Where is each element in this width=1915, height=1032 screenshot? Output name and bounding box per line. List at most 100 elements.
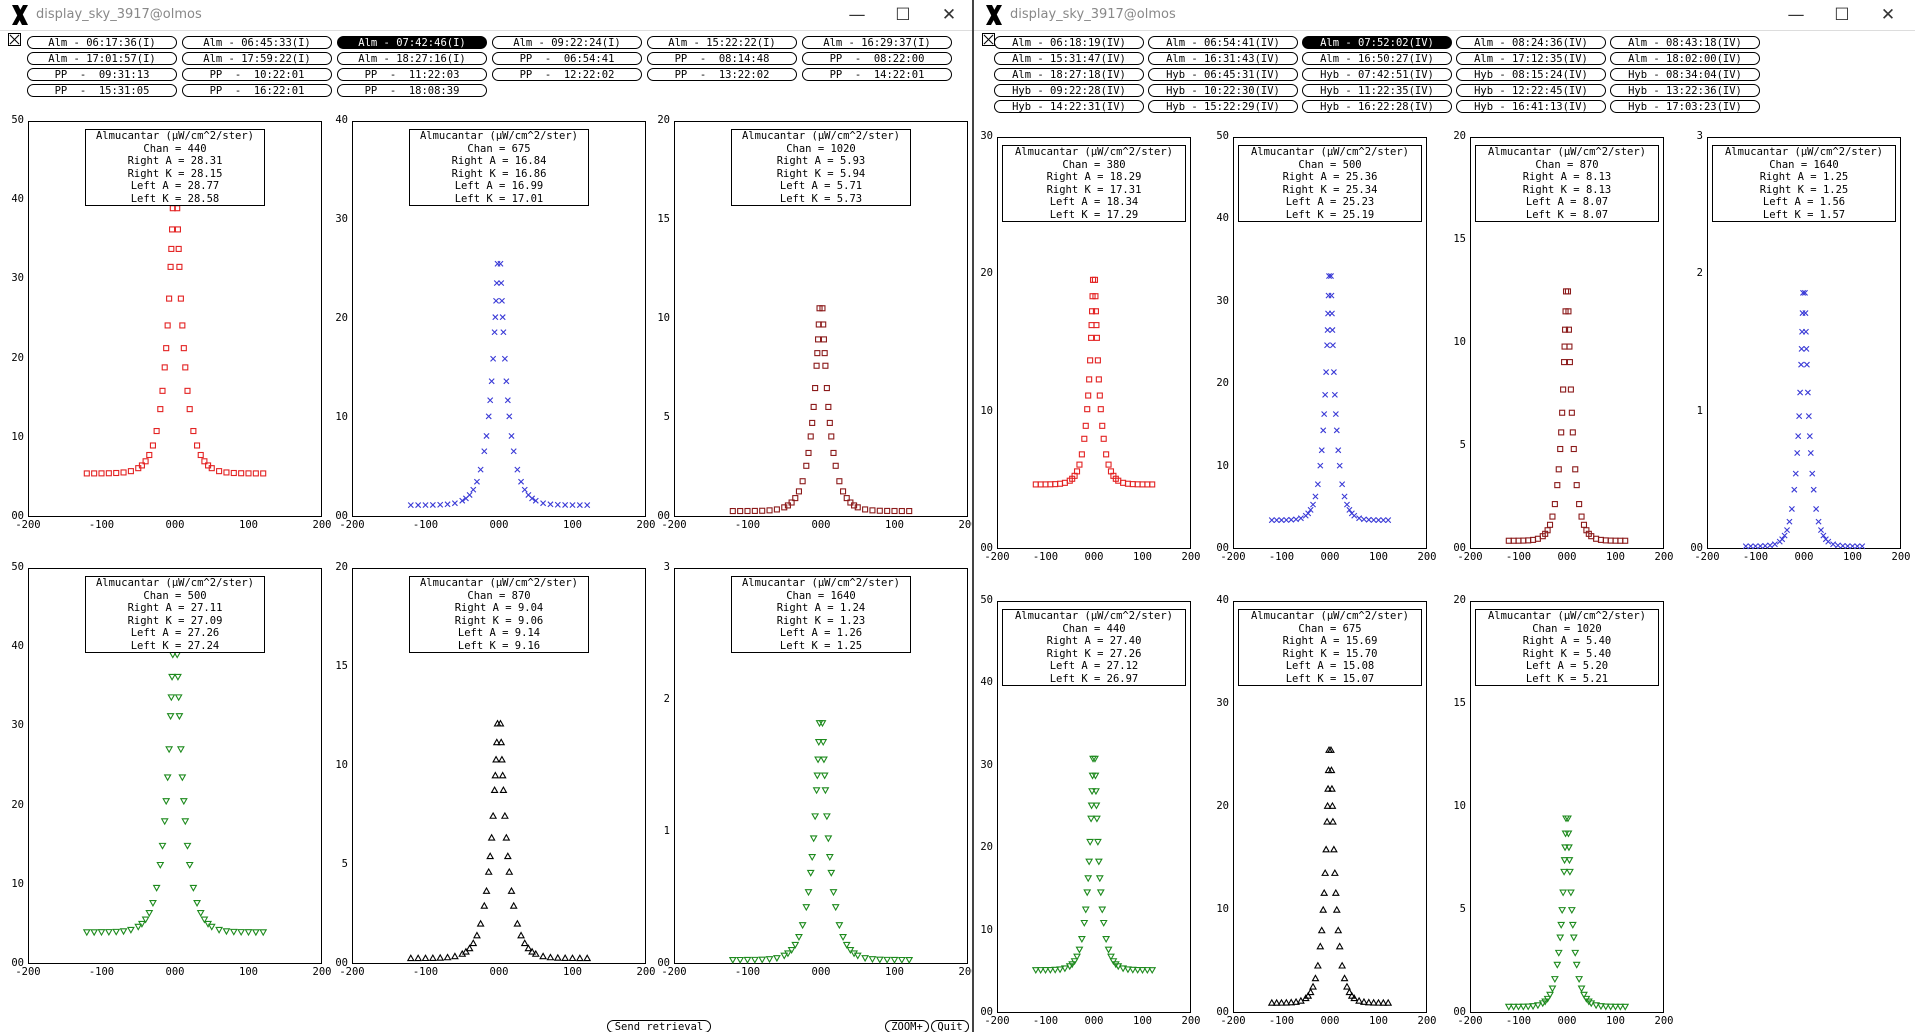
data-point bbox=[1328, 801, 1337, 809]
scan-button[interactable]: PP - 13:22:02 bbox=[647, 68, 797, 81]
maximize-icon[interactable]: ☐ bbox=[1834, 5, 1850, 25]
data-point bbox=[1119, 965, 1128, 973]
scan-button[interactable]: PP - 16:22:01 bbox=[182, 84, 332, 97]
scan-button[interactable]: Alm - 18:27:16(I) bbox=[337, 52, 487, 65]
data-point bbox=[182, 364, 189, 371]
scan-button[interactable]: Hyb - 17:03:23(IV) bbox=[1610, 100, 1760, 113]
x-tick-label: 200 bbox=[636, 966, 656, 978]
scan-button[interactable]: Alm - 06:54:41(IV) bbox=[1148, 36, 1298, 49]
scan-button[interactable]: Alm - 18:02:00(IV) bbox=[1610, 52, 1760, 65]
x-tick-label: 000 bbox=[165, 519, 185, 531]
data-point bbox=[787, 947, 796, 954]
info-line: Almucantar (μW/cm^2/ster) bbox=[1487, 610, 1647, 622]
data-point bbox=[153, 427, 160, 435]
info-line: Right K = 15.70 bbox=[1282, 647, 1378, 660]
data-point bbox=[201, 458, 208, 465]
scan-button[interactable]: Hyb - 16:41:13(IV) bbox=[1456, 100, 1606, 113]
info-line: Almucantar (μW/cm^2/ster) bbox=[1250, 146, 1410, 158]
info-line: Almucantar (μW/cm^2/ster) bbox=[1250, 610, 1410, 622]
data-point bbox=[1549, 513, 1556, 520]
scan-button[interactable]: PP - 11:22:03 bbox=[337, 68, 487, 81]
scan-button[interactable]: Hyb - 08:15:24(IV) bbox=[1456, 68, 1606, 81]
minimize-icon[interactable]: — bbox=[848, 5, 866, 25]
scan-button[interactable]: Alm - 18:27:18(IV) bbox=[994, 68, 1144, 81]
close-icon[interactable]: ✕ bbox=[1880, 5, 1896, 25]
scan-button[interactable]: Hyb - 16:22:28(IV) bbox=[1302, 100, 1452, 113]
data-point bbox=[875, 956, 884, 964]
scan-button[interactable]: Alm - 15:22:22(I) bbox=[647, 36, 797, 49]
scan-button[interactable]: PP - 12:22:02 bbox=[492, 68, 642, 81]
scan-button[interactable]: Alm - 06:45:33(I) bbox=[182, 36, 332, 49]
data-point bbox=[804, 889, 813, 897]
scan-button[interactable]: Alm - 17:12:35(IV) bbox=[1456, 52, 1606, 65]
quit-button[interactable]: Quit bbox=[931, 1020, 969, 1032]
info-line: Chan = 500 bbox=[143, 589, 207, 602]
close-icon[interactable]: ✕ bbox=[941, 5, 957, 25]
data-point bbox=[1580, 991, 1588, 999]
panel-close-icon[interactable] bbox=[8, 33, 21, 46]
zoom-button[interactable]: ZOOM+ bbox=[885, 1020, 929, 1032]
scan-button[interactable]: PP - 18:08:39 bbox=[337, 84, 487, 97]
x-tick-label: -100 bbox=[1032, 1015, 1059, 1027]
data-point bbox=[524, 944, 533, 952]
info-line: Left K = 8.07 bbox=[1525, 208, 1609, 221]
scan-button[interactable]: PP - 06:54:41 bbox=[492, 52, 642, 65]
scan-button[interactable]: Hyb - 09:22:28(IV) bbox=[994, 84, 1144, 97]
data-point bbox=[1331, 888, 1340, 896]
y-tick-label: 30 bbox=[11, 719, 24, 732]
info-line: Right A = 25.36 bbox=[1282, 171, 1378, 183]
scan-button[interactable]: PP - 15:31:05 bbox=[27, 84, 177, 97]
scan-button[interactable]: Hyb - 08:34:04(IV) bbox=[1610, 68, 1760, 81]
scan-button[interactable]: Hyb - 15:22:29(IV) bbox=[1148, 100, 1298, 113]
x-tick-label: 200 bbox=[1181, 551, 1201, 563]
scan-button[interactable]: Hyb - 11:22:35(IV) bbox=[1302, 84, 1452, 97]
scan-button[interactable]: Hyb - 12:22:45(IV) bbox=[1456, 84, 1606, 97]
data-point bbox=[759, 507, 766, 514]
scan-button[interactable]: Alm - 06:17:36(I) bbox=[27, 36, 177, 49]
scan-button[interactable]: Alm - 07:52:02(IV) bbox=[1302, 36, 1452, 49]
scan-button[interactable]: Hyb - 06:45:31(IV) bbox=[1148, 68, 1298, 81]
info-line: Almucantar (μW/cm^2/ster) bbox=[95, 577, 255, 589]
title-bar[interactable]: display_sky_3917@olmos — ☐ ✕ bbox=[974, 0, 1915, 31]
scan-button[interactable]: PP - 08:22:00 bbox=[802, 52, 952, 65]
data-point bbox=[1321, 868, 1330, 876]
scan-button[interactable]: Alm - 15:31:47(IV) bbox=[994, 52, 1144, 65]
data-point bbox=[166, 295, 173, 302]
data-point bbox=[486, 852, 495, 860]
scan-button[interactable]: Alm - 17:01:57(I) bbox=[27, 52, 177, 65]
scan-button[interactable]: Alm - 09:22:24(I) bbox=[492, 36, 642, 49]
y-tick-label: 20 bbox=[1216, 377, 1229, 390]
scan-button[interactable]: Hyb - 13:22:36(IV) bbox=[1610, 84, 1760, 97]
scan-button[interactable]: Alm - 07:42:46(I) bbox=[337, 36, 487, 49]
scan-button[interactable]: PP - 10:22:01 bbox=[182, 68, 332, 81]
scan-button[interactable]: Alm - 17:59:22(I) bbox=[182, 52, 332, 65]
send-retrieval-button[interactable]: Send retrieval bbox=[607, 1020, 711, 1032]
scan-button[interactable]: PP - 08:14:48 bbox=[647, 52, 797, 65]
data-point bbox=[1374, 998, 1383, 1006]
scan-button[interactable]: Hyb - 14:22:31(IV) bbox=[994, 100, 1144, 113]
data-point bbox=[821, 787, 830, 795]
scan-button[interactable]: Alm - 16:31:43(IV) bbox=[1148, 52, 1298, 65]
x-tick-label: -200 bbox=[1457, 1015, 1483, 1027]
scan-button[interactable]: PP - 09:31:13 bbox=[27, 68, 177, 81]
scan-button[interactable]: Hyb - 07:42:51(IV) bbox=[1302, 68, 1452, 81]
data-point bbox=[1331, 391, 1338, 398]
scan-button[interactable]: Alm - 06:18:19(IV) bbox=[994, 36, 1144, 49]
scan-button[interactable]: Alm - 08:43:18(IV) bbox=[1610, 36, 1760, 49]
data-point bbox=[160, 818, 169, 826]
scan-button[interactable]: Alm - 08:24:36(IV) bbox=[1456, 36, 1606, 49]
data-point bbox=[1533, 1002, 1542, 1010]
panel-close-icon[interactable] bbox=[982, 33, 995, 46]
scan-button[interactable]: Alm - 16:29:37(I) bbox=[802, 36, 952, 49]
data-point bbox=[517, 931, 525, 939]
y-tick-label: 40 bbox=[11, 193, 24, 206]
scan-button[interactable]: Hyb - 10:22:30(IV) bbox=[1148, 84, 1298, 97]
scan-button[interactable]: Alm - 16:50:27(IV) bbox=[1302, 52, 1452, 65]
title-bar[interactable]: display_sky_3917@olmos — ☐ ✕ bbox=[0, 0, 972, 31]
data-point bbox=[1282, 998, 1291, 1006]
x-tick-label: 000 bbox=[1557, 551, 1577, 563]
scan-button[interactable]: PP - 14:22:01 bbox=[802, 68, 952, 81]
data-point bbox=[162, 798, 171, 806]
maximize-icon[interactable]: ☐ bbox=[895, 5, 911, 25]
minimize-icon[interactable]: — bbox=[1787, 5, 1805, 25]
